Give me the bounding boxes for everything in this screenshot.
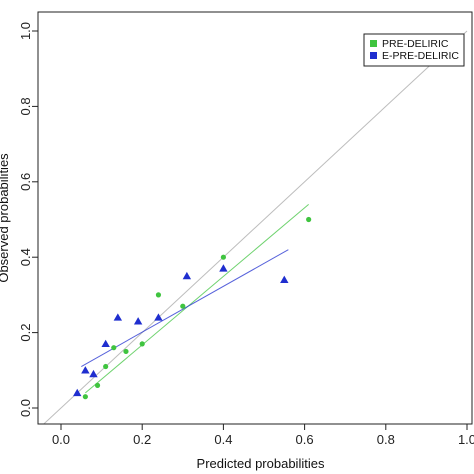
plot-area	[43, 30, 468, 424]
legend-box	[363, 33, 465, 67]
fit-line-pre-deliric	[85, 204, 309, 394]
reference-diagonal-line	[43, 30, 468, 424]
data-point-pre-deliric	[123, 348, 129, 355]
x-tick-label: 0.6	[296, 432, 314, 447]
legend-swatch-e-pre-deliric	[370, 52, 377, 59]
data-point-pre-deliric	[82, 394, 88, 400]
y-tick-label: 0.4	[18, 248, 33, 266]
data-point-e-pre-deliric	[133, 317, 143, 325]
x-tick-label: 1.0	[458, 432, 474, 447]
plot-frame	[37, 11, 473, 425]
y-tick-label: 0.2	[18, 324, 33, 342]
data-point-e-pre-deliric	[101, 339, 110, 348]
x-tick-label: 0.4	[214, 432, 232, 447]
y-tick-label: 0.0	[18, 399, 33, 417]
data-point-pre-deliric	[111, 345, 117, 351]
data-point-e-pre-deliric	[154, 313, 163, 321]
y-axis-label: Observed probabilities	[0, 153, 11, 283]
x-tick-label: 0.2	[133, 432, 151, 447]
legend-swatch-pre-deliric	[370, 40, 377, 47]
legend-label-pre-deliric: PRE-DELIRIC	[382, 38, 449, 50]
data-point-pre-deliric	[103, 363, 109, 370]
y-tick-label: 0.8	[18, 97, 33, 115]
data-point-pre-deliric	[306, 216, 312, 223]
y-tick-label: 0.6	[18, 173, 33, 191]
x-tick-label: 0.8	[377, 432, 395, 447]
data-point-pre-deliric	[94, 382, 101, 388]
data-point-e-pre-deliric	[113, 313, 123, 321]
plot-inner	[43, 30, 468, 424]
data-point-e-pre-deliric	[219, 264, 228, 272]
data-point-e-pre-deliric	[182, 271, 192, 280]
data-point-pre-deliric	[155, 292, 162, 298]
data-point-pre-deliric	[139, 341, 145, 347]
legend-label-e-pre-deliric: E-PRE-DELIRIC	[382, 50, 459, 62]
axes: 0.0 0.2 0.4 0.6 0.8 1.0 0.0 0.2 0.4 0.6 0.8 1.0	[18, 11, 474, 447]
data-point-pre-deliric	[180, 303, 186, 309]
x-axis-label: Predicted probabilities	[197, 456, 325, 471]
data-point-pre-deliric	[220, 254, 226, 260]
data-point-e-pre-deliric	[280, 275, 289, 283]
y-tick-label: 1.0	[18, 22, 33, 40]
data-point-e-pre-deliric	[89, 369, 98, 378]
data-point-e-pre-deliric	[81, 366, 90, 374]
data-point-e-pre-deliric	[73, 388, 82, 397]
x-tick-label: 0.0	[52, 432, 70, 447]
